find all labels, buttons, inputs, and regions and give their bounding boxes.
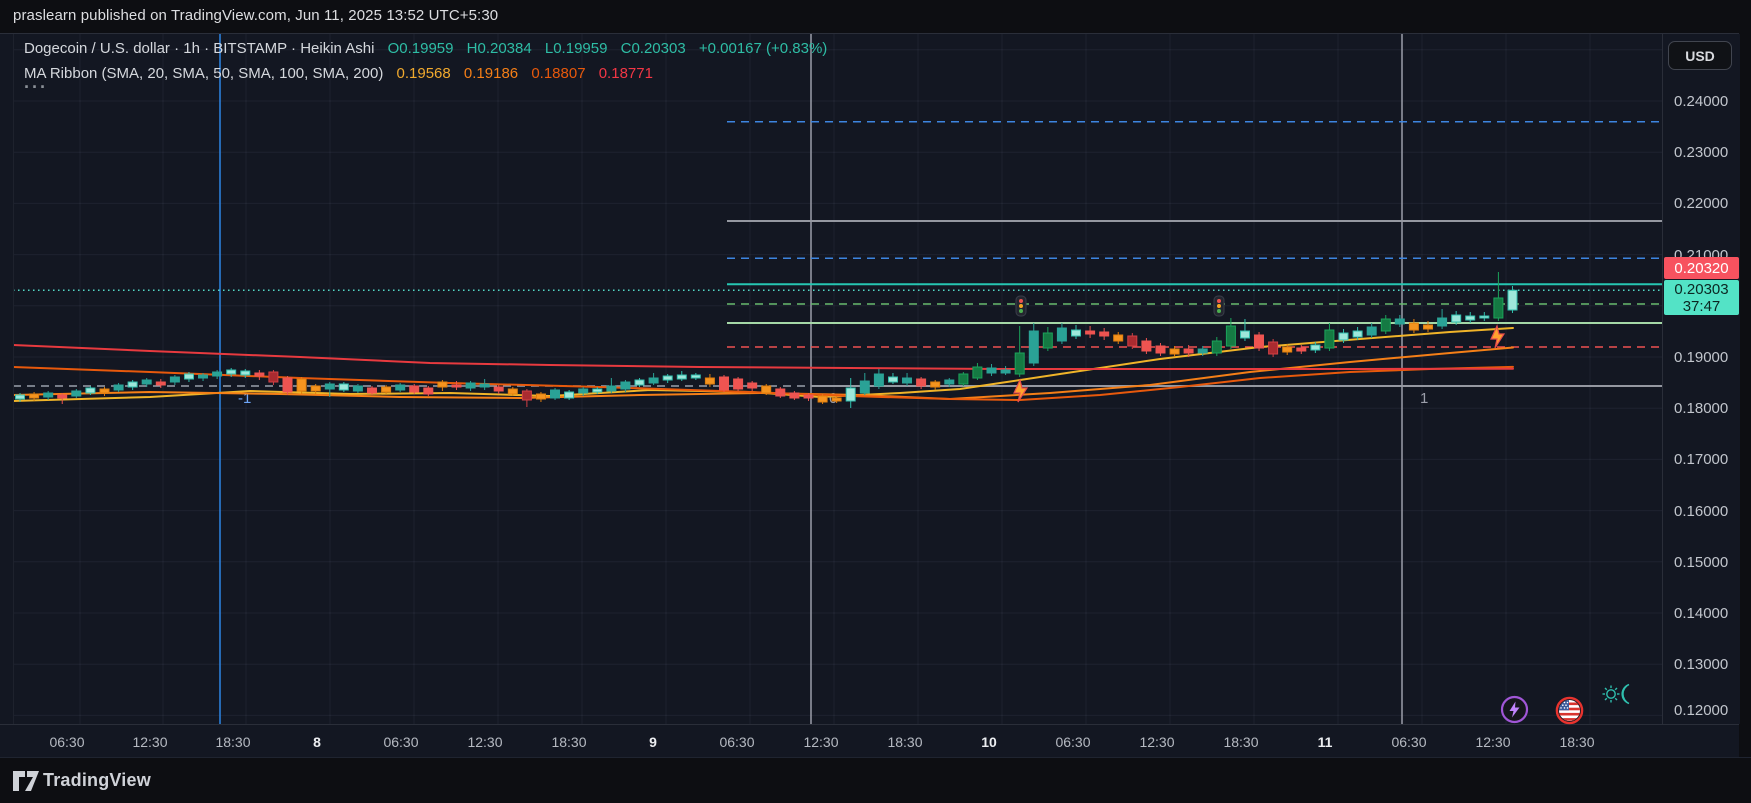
price-axis-label: 0.13000 xyxy=(1674,656,1729,674)
price-chart-canvas[interactable]: -101 xyxy=(12,34,1662,724)
price-axis-label: 0.14000 xyxy=(1674,605,1729,622)
price-axis-label: 0.16000 xyxy=(1674,502,1729,520)
time-axis-label: 06:30 xyxy=(1055,734,1091,750)
tradingview-brand-text[interactable]: TradingView xyxy=(43,770,151,790)
tradingview-logo-icon[interactable] xyxy=(13,771,39,796)
price-axis-label: 0.12000 xyxy=(1674,702,1729,719)
us-economic-event-icon[interactable] xyxy=(1555,696,1584,730)
time-axis-label: 18:30 xyxy=(215,734,251,750)
time-axis-label: 06:30 xyxy=(719,734,755,750)
legend-indicator-row[interactable]: MA Ribbon (SMA, 20, SMA, 50, SMA, 100, S… xyxy=(24,65,653,82)
price-axis-label: 0.19000 xyxy=(1674,349,1729,366)
price-axis-label: 0.23000 xyxy=(1674,144,1729,162)
last-price-badge: 0.20303 37:47 xyxy=(1664,280,1739,315)
ma50-value: 0.19186 xyxy=(463,65,519,82)
footer-bar: TradingView xyxy=(0,757,1751,803)
time-axis-label: 12:30 xyxy=(803,734,839,750)
legend-more-button[interactable]: ··· xyxy=(24,77,48,97)
ma100-value: 0.18807 xyxy=(531,65,586,82)
price-axis-label: 0.18000 xyxy=(1674,400,1729,418)
ohlc-open: O0.19959 xyxy=(387,40,454,57)
time-axis-label: 18:30 xyxy=(887,734,923,750)
time-axis-label: 11 xyxy=(1317,734,1333,750)
ma200-value: 0.18771 xyxy=(598,65,653,82)
ideas-stream-icon[interactable] xyxy=(1500,695,1529,729)
last-price-value: 0.20303 xyxy=(1674,280,1729,298)
published-line: praslearn published on TradingView.com, … xyxy=(13,7,499,24)
time-axis-label: 8 xyxy=(313,734,321,750)
svg-text:1: 1 xyxy=(1420,390,1428,407)
plot-left-border xyxy=(13,34,14,724)
alert-price-badge[interactable]: 0.20320 xyxy=(1664,257,1739,279)
time-axis-label: 12:30 xyxy=(467,734,503,750)
session-sun-moon-icon[interactable] xyxy=(1601,682,1635,711)
time-axis-label: 12:30 xyxy=(1475,734,1511,750)
time-axis-label: 12:30 xyxy=(132,734,168,750)
price-axis-label: 0.15000 xyxy=(1674,553,1729,571)
time-axis-label: 06:30 xyxy=(383,734,419,750)
time-axis-label: 06:30 xyxy=(49,734,85,750)
ohlc-close: C0.20303 xyxy=(620,40,686,57)
symbol-title: Dogecoin / U.S. dollar · 1h · BITSTAMP ·… xyxy=(24,40,375,57)
ohlc-change: +0.00167 (+0.83%) xyxy=(698,40,828,57)
time-axis-label: 10 xyxy=(981,734,997,750)
price-axis-label: 0.17000 xyxy=(1674,451,1729,469)
ohlc-high: H0.20384 xyxy=(466,40,532,57)
time-axis[interactable]: 06:30 12:30 18:30 8 06:30 12:30 18:30 9 06:30 12:… xyxy=(0,724,1739,759)
ma20-value: 0.19568 xyxy=(396,65,451,82)
time-axis-label: 18:30 xyxy=(1223,734,1259,750)
publish-topbar: praslearn published on TradingView.com, … xyxy=(0,0,1751,33)
legend-symbol-row[interactable]: Dogecoin / U.S. dollar · 1h · BITSTAMP ·… xyxy=(24,40,827,57)
time-axis-label: 9 xyxy=(649,734,657,750)
chart-svg[interactable]: -101 xyxy=(12,34,1662,724)
bar-countdown: 37:47 xyxy=(1682,297,1721,315)
chart-region: -101 Dogecoin / U.S. dollar · 1h · BITST… xyxy=(0,33,1740,759)
price-axis-label: 0.24000 xyxy=(1674,93,1729,110)
price-axis-label: 0.22000 xyxy=(1674,195,1729,213)
currency-toggle-button[interactable]: USD xyxy=(1668,41,1732,70)
time-axis-label: 18:30 xyxy=(1559,734,1595,750)
time-axis-label: 12:30 xyxy=(1139,734,1175,750)
ohlc-low: L0.19959 xyxy=(544,40,608,57)
indicator-title: MA Ribbon (SMA, 20, SMA, 50, SMA, 100, S… xyxy=(24,65,384,82)
price-axis[interactable]: USD 0.20320 0.20303 37:47 0.24000 0.23000… xyxy=(1662,34,1740,724)
time-axis-label: 06:30 xyxy=(1391,734,1427,750)
time-axis-label: 18:30 xyxy=(551,734,587,750)
